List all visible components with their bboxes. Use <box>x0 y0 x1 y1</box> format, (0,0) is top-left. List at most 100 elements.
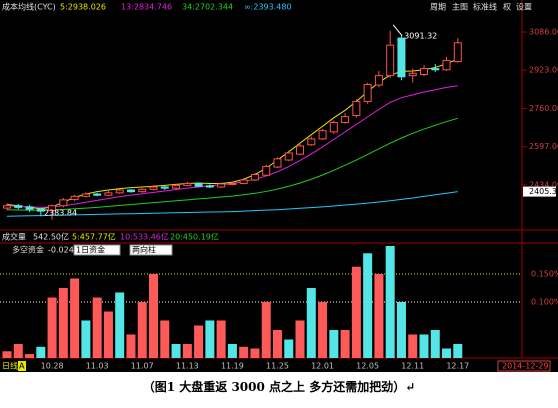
y-tick-label: 2597.00 <box>529 142 558 151</box>
candle-body <box>104 192 113 196</box>
bar <box>81 320 91 358</box>
bar <box>261 302 271 358</box>
candle-body <box>138 188 147 193</box>
bar <box>36 346 46 358</box>
bar <box>126 334 136 358</box>
candle-body <box>431 68 440 71</box>
bar <box>2 351 12 358</box>
candle-body <box>25 206 34 210</box>
chart: 周期 主图 标准线权设置 成本均线(CYC) 5:2938.026 13:2834.746… <box>0 0 558 372</box>
y-tick-label: 2923.00 <box>529 66 558 75</box>
candle-body <box>296 145 305 155</box>
bar <box>92 297 102 358</box>
date-label: 2014-12-29 <box>502 362 549 371</box>
bar <box>272 330 282 358</box>
candle-body <box>70 195 79 200</box>
panel-subtitle: -0.024% <box>48 246 82 255</box>
toolbar-button[interactable]: 主图 <box>452 2 468 12</box>
bar <box>47 297 57 358</box>
candle-body <box>386 44 395 77</box>
x-tick-label: 10.28 <box>41 362 64 371</box>
candle-body <box>115 189 124 194</box>
candle-body <box>262 166 271 176</box>
candle-body <box>48 205 57 211</box>
candle-body <box>239 179 248 184</box>
bar <box>453 344 463 358</box>
candle-body <box>194 182 203 187</box>
candle-body <box>36 208 45 212</box>
bar <box>408 334 418 358</box>
bar <box>329 330 339 358</box>
annotation-arrow <box>392 24 403 37</box>
dropdown-label[interactable]: 两向柱 <box>132 245 156 255</box>
price-tag-label: 2405.3 <box>529 187 557 196</box>
x-tick-label: 11.25 <box>266 362 289 371</box>
y-tick-label: 0.100% <box>531 298 558 307</box>
dropdown[interactable] <box>129 244 173 256</box>
caption: （图1 大盘重返 3000 点之上 多方还需加把劲）↵ <box>142 380 416 394</box>
volume-info: 20:450.19亿 <box>170 232 219 242</box>
bar <box>70 278 80 358</box>
y-tick-label: 2760.00 <box>529 104 558 113</box>
panel-title: 多空资金 <box>12 245 44 255</box>
dropdown[interactable] <box>73 244 121 256</box>
legend-entry: ∞:2393.480 <box>244 3 292 12</box>
bar <box>115 292 125 358</box>
bar <box>227 344 237 358</box>
date-box <box>497 360 551 372</box>
candle-body <box>3 205 11 209</box>
toolbar-button[interactable]: 周期 <box>430 3 446 12</box>
bar <box>103 311 113 358</box>
bar <box>25 354 35 358</box>
candle-body <box>250 174 259 181</box>
mode-box <box>18 361 26 371</box>
y-tick-label: 3086.00 <box>529 28 558 37</box>
x-tick-label: 11.19 <box>221 362 244 371</box>
candle-body <box>374 75 383 86</box>
legend-entry: 5:2938.026 <box>60 3 106 12</box>
bar <box>194 325 204 358</box>
candle-body <box>442 59 451 71</box>
annotation: 3091.32 <box>404 31 437 40</box>
candle-body <box>172 184 181 189</box>
price-tag <box>523 186 556 197</box>
candle-body <box>329 122 338 133</box>
candle-body <box>14 205 23 208</box>
x-tick-label: 12.05 <box>356 362 379 371</box>
bar <box>306 288 316 358</box>
bar <box>396 302 406 358</box>
toolbar-button[interactable]: 权 <box>503 2 511 12</box>
volume-info: 542.50亿 <box>33 232 69 242</box>
x-tick-label: 12.17 <box>446 362 469 371</box>
candle-body <box>453 42 462 63</box>
bar <box>205 320 215 358</box>
bar <box>419 334 429 358</box>
bar <box>171 344 181 358</box>
toolbar-button[interactable]: 设置 <box>516 2 532 12</box>
bar <box>318 302 328 358</box>
candle-body <box>397 37 406 78</box>
candle-body <box>273 158 282 168</box>
bar <box>250 348 260 358</box>
candle-body <box>160 186 169 189</box>
volume-info: 成交量 <box>2 232 26 242</box>
bar <box>13 344 23 358</box>
legend-entry: 13:2834.746 <box>121 3 172 12</box>
bar <box>340 330 350 358</box>
toolbar-button[interactable]: 标准线 <box>473 2 497 12</box>
x-tick-label: 11.07 <box>131 362 154 371</box>
bar <box>58 288 68 358</box>
dropdown-label[interactable]: 1日资金 <box>76 245 105 255</box>
bar <box>351 266 361 358</box>
candle-body <box>217 183 226 188</box>
bar <box>442 348 452 358</box>
bar <box>363 253 373 358</box>
ma-line <box>6 117 458 211</box>
candle-body <box>307 138 316 146</box>
x-tick-label: 11.13 <box>176 362 199 371</box>
annotation: 2383.84 <box>44 209 77 218</box>
candle-body <box>183 182 192 186</box>
x-tick-label: 11.03 <box>86 362 109 371</box>
bar <box>137 302 147 358</box>
candle-body <box>126 189 135 193</box>
